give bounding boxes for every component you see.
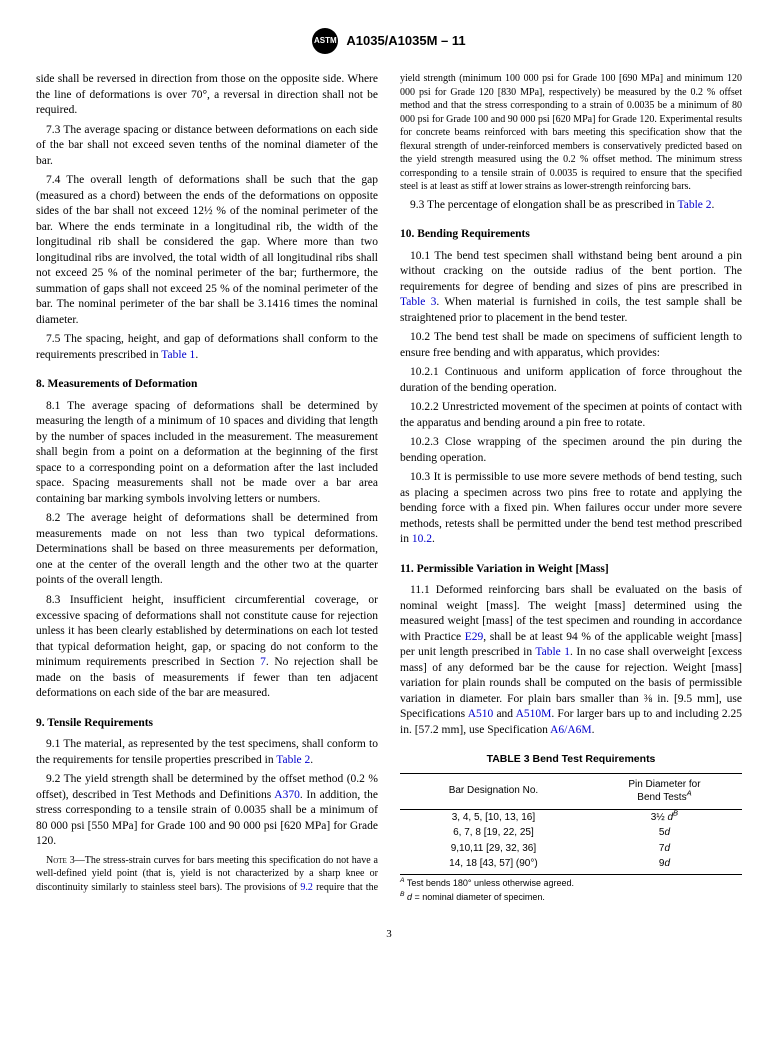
link-10-2[interactable]: 10.2 (412, 533, 432, 545)
para-8-1: 8.1 The average spacing of deformations … (36, 399, 378, 508)
para-7-5: 7.5 The spacing, height, and gap of defo… (36, 332, 378, 363)
link-table-2b[interactable]: Table 2 (678, 199, 712, 211)
table-3-title: TABLE 3 Bend Test Requirements (400, 752, 742, 766)
link-9-2[interactable]: 9.2 (300, 882, 313, 893)
para-10-3: 10.3 It is permissible to use more sever… (400, 470, 742, 548)
page-header: ASTM A1035/A1035M – 11 (36, 28, 742, 54)
table-3: Bar Designation No. Pin Diameter forBend… (400, 773, 742, 875)
table-3-wrap: TABLE 3 Bend Test Requirements Bar Desig… (400, 752, 742, 902)
heading-11: 11. Permissible Variation in Weight [Mas… (400, 562, 742, 578)
link-a6-a6m[interactable]: A6/A6M (550, 724, 592, 736)
link-a510m[interactable]: A510M (516, 708, 552, 720)
page-number: 3 (36, 927, 742, 942)
link-table-1b[interactable]: Table 1 (535, 646, 570, 658)
table-row: 14, 18 [43, 57] (90°)9d (400, 856, 742, 874)
heading-10: 10. Bending Requirements (400, 227, 742, 243)
para-10-2-2: 10.2.2 Unrestricted movement of the spec… (400, 400, 742, 431)
link-a510[interactable]: A510 (468, 708, 494, 720)
table-3-note-b: B d = nominal diameter of specimen. (400, 891, 742, 903)
para-10-2: 10.2 The bend test shall be made on spec… (400, 330, 742, 361)
astm-logo-icon: ASTM (312, 28, 338, 54)
table-row: 9,10,11 [29, 32, 36]7d (400, 841, 742, 857)
para-10-1: 10.1 The bend test specimen shall withst… (400, 249, 742, 327)
table-3-note-a: A Test bends 180° unless otherwise agree… (400, 877, 742, 889)
para-7-2-cont: side shall be reversed in direction from… (36, 72, 378, 119)
table-3-th1: Bar Designation No. (400, 773, 587, 809)
link-a370[interactable]: A370 (274, 789, 300, 801)
para-9-1: 9.1 The material, as represented by the … (36, 737, 378, 768)
heading-9: 9. Tensile Requirements (36, 716, 378, 732)
document-id: A1035/A1035M – 11 (346, 32, 465, 50)
para-9-2: 9.2 The yield strength shall be determin… (36, 772, 378, 850)
table-row: 3, 4, 5, [10, 13, 16]3½ dB (400, 809, 742, 825)
para-7-3: 7.3 The average spacing or distance betw… (36, 123, 378, 170)
para-10-2-3: 10.2.3 Close wrapping of the specimen ar… (400, 435, 742, 466)
link-table-1[interactable]: Table 1 (161, 349, 195, 361)
para-11-1: 11.1 Deformed reinforcing bars shall be … (400, 583, 742, 738)
para-7-4: 7.4 The overall length of deformations s… (36, 173, 378, 328)
table-3-th2: Pin Diameter forBend TestsA (587, 773, 742, 809)
heading-8: 8. Measurements of Deformation (36, 377, 378, 393)
link-table-3[interactable]: Table 3 (400, 296, 436, 308)
link-e29[interactable]: E29 (465, 631, 484, 643)
para-9-3: 9.3 The percentage of elongation shall b… (400, 198, 742, 214)
para-10-2-1: 10.2.1 Continuous and uniform applicatio… (400, 365, 742, 396)
table-row: 6, 7, 8 [19, 22, 25]5d (400, 825, 742, 841)
body-columns: side shall be reversed in direction from… (36, 72, 742, 903)
para-8-3: 8.3 Insufficient height, insufficient ci… (36, 593, 378, 702)
link-table-2[interactable]: Table 2 (276, 754, 310, 766)
para-8-2: 8.2 The average height of deformations s… (36, 511, 378, 589)
